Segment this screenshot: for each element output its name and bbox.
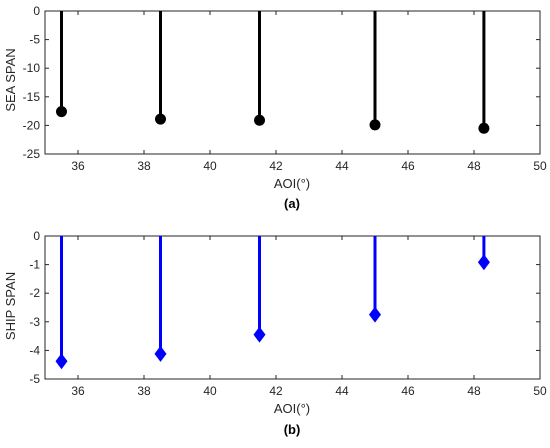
panel-a-ylabel: SEA SPAN <box>3 48 18 111</box>
panel-a-xtick-label: 44 <box>335 159 349 173</box>
panel-a-ytick-label: -25 <box>23 147 41 161</box>
panel-b-axes-box <box>44 235 541 380</box>
panel-b-marker-diamond <box>477 254 490 271</box>
panel-b-marker-diamond <box>55 353 68 370</box>
panel-b-marker-diamond <box>253 326 266 343</box>
panel-b-xtick-label: 46 <box>401 384 415 398</box>
panel-a-xtick-label: 38 <box>137 159 151 173</box>
panel-a-xtick-label: 48 <box>467 159 481 173</box>
panel-b-ytick-label: -4 <box>29 343 40 357</box>
panel-b-xtick-label: 38 <box>137 384 151 398</box>
panel-b-xtick-label: 36 <box>71 384 85 398</box>
panel-a-xlabel: AOI(°) <box>274 176 310 191</box>
panel-b-xtick-label: 48 <box>467 384 481 398</box>
panel-a-ytick-label: -5 <box>29 33 40 47</box>
panel-b-ytick-label: -5 <box>29 372 40 386</box>
panel-a-marker-circle <box>369 119 381 131</box>
panel-a-ytick-label: -15 <box>23 90 41 104</box>
panel-b-marker-diamond <box>154 345 167 362</box>
panel-a-xtick-label: 36 <box>71 159 85 173</box>
panel-a-xtick-label: 42 <box>269 159 283 173</box>
panel-b-marker-diamond <box>369 306 381 323</box>
panel-a-xtick-label: 50 <box>533 159 547 173</box>
panel-b-ytick-label: -3 <box>29 315 40 329</box>
panel-b-ylabel: SHIP SPAN <box>3 272 18 340</box>
panel-b-ytick-label: -2 <box>29 286 40 300</box>
panel-a-ytick-label: 0 <box>33 4 40 18</box>
panel-a-marker-circle <box>254 114 265 126</box>
panel-b-xlabel: AOI(°) <box>274 401 310 416</box>
panel-b-xtick-label: 44 <box>335 384 349 398</box>
panel-a-xtick-label: 40 <box>203 159 217 173</box>
panel-a-marker-circle <box>56 106 67 118</box>
panel-a-ytick-label: -10 <box>23 61 41 75</box>
panel-a-marker-circle <box>155 113 166 125</box>
panel-a-xtick-label: 46 <box>401 159 415 173</box>
panel-a-marker-circle <box>478 122 490 134</box>
panel-a-ytick-label: -20 <box>23 118 41 132</box>
panel-b-ytick-label: 0 <box>33 229 40 243</box>
panel-b: SHIP SPAN AOI(°) (b) 36 38 40 42 44 46 48 50 0 -1… <box>3 229 547 437</box>
panel-a-caption: (a) <box>284 196 300 211</box>
panel-b-ytick-label: -1 <box>29 258 40 272</box>
panel-a-axes-box <box>44 10 541 155</box>
panel-b-xtick-label: 50 <box>533 384 547 398</box>
panel-b-xtick-label: 40 <box>203 384 217 398</box>
panel-a: SEA SPAN AOI(°) (a) 36 38 40 42 44 46 48 50 0 -5 -… <box>3 4 547 211</box>
panel-b-xtick-label: 42 <box>269 384 283 398</box>
panel-b-caption: (b) <box>284 422 301 437</box>
